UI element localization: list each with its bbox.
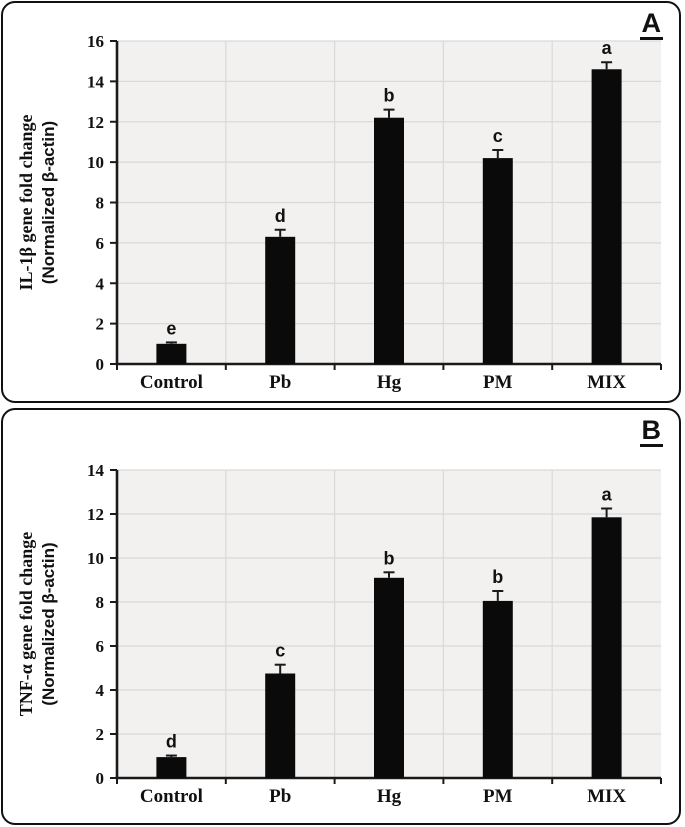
x-category-label-hg: Hg (377, 372, 402, 393)
bar-pm (482, 158, 513, 364)
y-tick-label: 6 (96, 234, 105, 253)
sig-letter-mix: a (602, 38, 613, 58)
y-tick-label: 14 (87, 461, 105, 480)
bar-control (156, 343, 187, 364)
y-tick-label: 4 (96, 274, 105, 293)
bar-control (156, 757, 187, 778)
y-tick-label: 8 (96, 593, 105, 612)
sig-letter-hg: b (384, 548, 395, 568)
bar-pb (265, 673, 296, 778)
y-tick-label: 10 (87, 153, 104, 172)
y-tick-label: 10 (87, 549, 104, 568)
panel-b-label: B (639, 416, 663, 448)
bar-hg (374, 117, 404, 365)
chart-a-svg: 0 2 4 6 8 10 12 14 16 e Control d Pb b Hg c PM a MIX IL-1β … (16, 32, 662, 393)
x-category-label-mix: MIX (587, 372, 626, 393)
x-category-label-mix: MIX (587, 786, 626, 807)
sig-letter-pm: b (492, 567, 503, 587)
y-tick-label: 2 (96, 725, 105, 744)
y-tick-label: 16 (87, 32, 104, 51)
bar-pb (265, 236, 296, 364)
y-tick-label: 6 (96, 637, 105, 656)
chart-b-svg: 0 2 4 6 8 10 12 14 d Control c Pb b Hg b PM a MIX TNF-α ge… (16, 461, 662, 807)
y-tick-label: 0 (96, 769, 105, 788)
y-tick-label: 8 (96, 194, 105, 213)
panel-b: B 0 2 4 6 8 10 12 14 d Control c Pb b Hg b PM a MIX TNF-α … (1, 408, 681, 825)
x-category-label-pm: PM (483, 372, 513, 393)
y-axis-title-line1: IL-1β gene fold change (16, 114, 36, 290)
y-tick-label: 12 (87, 505, 104, 524)
x-category-label-control: Control (140, 786, 203, 807)
x-category-label-pm: PM (483, 786, 513, 807)
sig-letter-pb: c (275, 641, 285, 661)
y-tick-label: 4 (96, 681, 105, 700)
sig-letter-pm: c (493, 126, 503, 146)
bar-pm (482, 600, 513, 778)
y-axis-title-line2: (Normalized β-actin) (39, 121, 58, 284)
x-category-label-pb: Pb (269, 786, 291, 807)
sig-letter-control: e (166, 318, 176, 338)
panel-a-label: A (639, 9, 663, 41)
sig-letter-hg: b (384, 86, 395, 106)
sig-letter-pb: d (275, 206, 286, 226)
x-category-label-hg: Hg (377, 786, 402, 807)
x-category-label-control: Control (140, 372, 203, 393)
y-tick-label: 12 (87, 113, 104, 132)
sig-letter-control: d (166, 732, 177, 752)
y-tick-label: 0 (96, 355, 105, 374)
panel-a: A 0 2 4 6 8 10 12 14 16 e Control d Pb b Hg c PM a MIX IL-1… (1, 1, 681, 403)
x-category-label-pb: Pb (269, 372, 291, 393)
sig-letter-mix: a (602, 485, 613, 505)
y-tick-label: 14 (87, 72, 105, 91)
y-axis-title-line1: TNF-α gene fold change (16, 532, 36, 717)
bar-mix (591, 517, 622, 778)
y-axis-title-line2: (Normalized β-actin) (39, 542, 58, 705)
bar-mix (591, 69, 622, 364)
bar-hg (374, 577, 404, 778)
y-tick-label: 2 (96, 315, 105, 334)
